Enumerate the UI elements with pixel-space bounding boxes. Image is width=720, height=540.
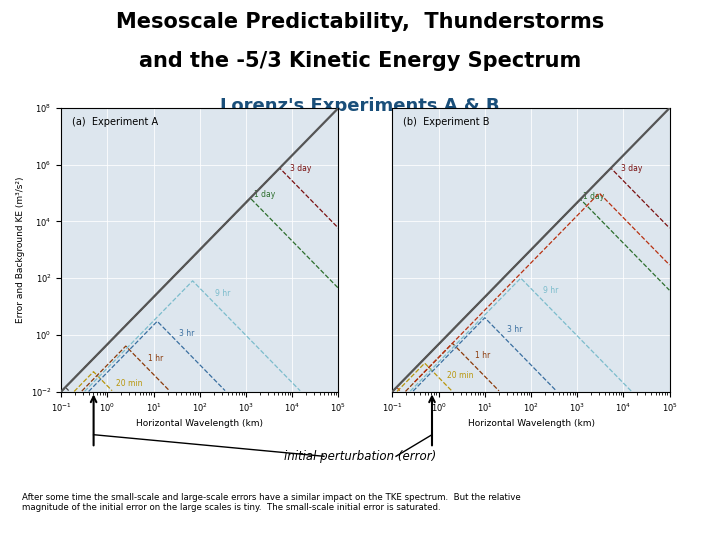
Text: 9 hr: 9 hr [215,288,230,298]
X-axis label: Horizontal Wavelength (km): Horizontal Wavelength (km) [136,419,264,428]
Text: 3 day: 3 day [290,164,312,173]
Text: 1 hr: 1 hr [148,354,163,363]
X-axis label: Horizontal Wavelength (km): Horizontal Wavelength (km) [467,419,595,428]
Text: Lorenz's Experiments A & B: Lorenz's Experiments A & B [220,97,500,115]
Text: 3 hr: 3 hr [179,329,194,338]
Text: 1 hr: 1 hr [474,351,490,360]
Text: (a)  Experiment A: (a) Experiment A [72,117,158,126]
Text: initial perturbation (error): initial perturbation (error) [284,450,436,463]
Text: 1 day: 1 day [583,192,605,201]
Text: and the -5/3 Kinetic Energy Spectrum: and the -5/3 Kinetic Energy Spectrum [139,51,581,71]
Text: (b)  Experiment B: (b) Experiment B [403,117,490,126]
Text: 3 day: 3 day [621,164,643,173]
Text: Mesoscale Predictability,  Thunderstorms: Mesoscale Predictability, Thunderstorms [116,12,604,32]
Text: 1 day: 1 day [254,190,275,199]
Y-axis label: Error and Background KE (m³/s²): Error and Background KE (m³/s²) [16,177,25,323]
Text: 20 min: 20 min [115,380,142,388]
Text: After some time the small-scale and large-scale errors have a similar impact on : After some time the small-scale and larg… [22,492,521,512]
Text: 3 hr: 3 hr [507,326,522,334]
Text: 20 min: 20 min [446,371,473,380]
Text: 9 hr: 9 hr [543,286,558,295]
